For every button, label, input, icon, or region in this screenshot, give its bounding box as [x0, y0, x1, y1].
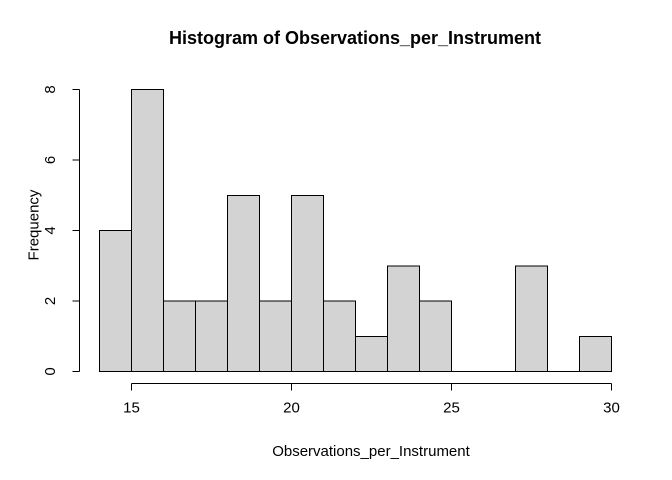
histogram-bar: [387, 265, 420, 372]
histogram-bar: [163, 300, 196, 372]
y-tick-label: 2: [42, 297, 59, 305]
histogram-bar: [227, 194, 260, 372]
x-tick-label: 25: [443, 400, 460, 417]
histogram-bar: [259, 300, 292, 372]
x-tick-label: 20: [283, 400, 300, 417]
histogram-bar: [131, 89, 164, 372]
histogram-bar: [323, 300, 356, 372]
histogram-bar: [99, 230, 132, 372]
x-tick-label: 30: [603, 400, 620, 417]
x-tick-label: 15: [123, 400, 140, 417]
x-axis-label: Observations_per_Instrument: [272, 443, 470, 460]
histogram-bar: [291, 194, 324, 372]
y-tick-label: 4: [42, 226, 59, 234]
histogram-bar: [355, 335, 388, 372]
histogram-bar: [195, 300, 228, 372]
histogram-bar: [579, 335, 612, 372]
chart-title: Histogram of Observations_per_Instrument: [168, 28, 542, 48]
y-tick-label: 8: [42, 85, 59, 93]
histogram-bar: [515, 265, 548, 372]
histogram-bar: [419, 300, 452, 372]
y-tick-label: 0: [42, 367, 59, 375]
y-tick-label: 6: [42, 156, 59, 164]
